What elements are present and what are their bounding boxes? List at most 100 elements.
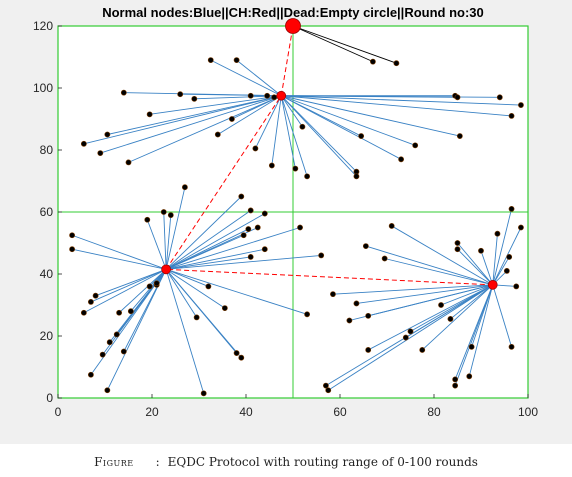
normal-node (503, 267, 510, 274)
normal-node (160, 209, 167, 215)
member-link (454, 284, 494, 386)
normal-node (365, 347, 372, 353)
y-tick-label: 0 (46, 391, 53, 405)
member-link (281, 95, 416, 146)
figure-caption: Figure: EQDC Protocol with routing range … (0, 455, 572, 469)
member-link (450, 284, 494, 320)
member-link (384, 258, 493, 286)
member-link (281, 95, 402, 160)
y-tick-label: 120 (33, 19, 53, 33)
caption-text: EQDC Protocol with routing range of 0-10… (167, 455, 478, 469)
normal-node (452, 376, 459, 383)
normal-node (297, 224, 303, 231)
normal-node (513, 283, 520, 290)
normal-node (228, 116, 235, 122)
member-link (165, 213, 266, 270)
normal-node (167, 212, 174, 218)
normal-node (299, 123, 306, 130)
member-link (71, 234, 167, 270)
normal-node (508, 205, 515, 212)
x-tick-label: 80 (427, 405, 441, 419)
normal-node (466, 373, 473, 380)
y-tick-label: 40 (40, 267, 54, 281)
member-link (149, 95, 282, 115)
normal-node (245, 226, 252, 232)
normal-node (144, 216, 151, 223)
member-link (492, 284, 512, 347)
ch-route-link (165, 95, 282, 270)
normal-node (104, 387, 111, 394)
member-link (165, 268, 226, 309)
member-link (217, 95, 282, 135)
member-link (349, 284, 493, 321)
cluster-head-node (161, 264, 171, 275)
normal-node (353, 173, 360, 180)
normal-node (127, 308, 134, 315)
normal-node (318, 252, 325, 259)
normal-node (398, 156, 404, 163)
member-link (271, 95, 282, 166)
normal-node (454, 246, 461, 253)
normal-node (261, 246, 268, 253)
normal-node (247, 92, 254, 99)
normal-node (238, 193, 245, 200)
member-link (165, 269, 242, 358)
sink-node (285, 18, 301, 34)
normal-node (207, 57, 214, 63)
member-link (107, 95, 282, 135)
member-link (165, 268, 308, 315)
normal-node (508, 343, 515, 350)
normal-node (97, 150, 104, 156)
member-link (90, 268, 167, 303)
normal-node (468, 343, 475, 350)
normal-node (146, 111, 153, 118)
normal-node (496, 94, 503, 101)
normal-node (254, 224, 261, 231)
normal-node (365, 312, 372, 319)
cluster-heads (161, 18, 498, 290)
normal-node (478, 247, 484, 254)
ch-route-link (166, 268, 493, 286)
normal-node (116, 309, 122, 316)
member-link (280, 95, 357, 173)
member-link (83, 268, 167, 314)
normal-node (69, 232, 75, 239)
member-link (280, 95, 357, 177)
normal-node (407, 328, 414, 335)
normal-node (447, 316, 454, 322)
normal-node (80, 309, 87, 316)
normal-node (92, 292, 99, 299)
normal-node (518, 224, 524, 231)
member-link (281, 95, 500, 98)
member-link (163, 211, 167, 270)
normal-node (120, 348, 127, 355)
member-link (95, 268, 167, 297)
member-link (492, 233, 498, 285)
member-link (165, 234, 244, 270)
sink-link (292, 25, 397, 64)
member-link (367, 284, 493, 351)
member-link (468, 284, 494, 377)
member-link (332, 284, 493, 295)
member-link (457, 248, 494, 286)
member-link (165, 269, 198, 318)
normal-node (393, 60, 400, 67)
y-tick-label: 20 (40, 329, 54, 343)
normal-node (125, 159, 132, 166)
member-link (480, 250, 494, 285)
member-link (391, 225, 493, 286)
normal-node (402, 334, 409, 341)
member-link (165, 187, 186, 270)
sink-link (292, 25, 374, 63)
x-tick-label: 40 (239, 405, 253, 419)
normal-node (454, 240, 461, 246)
member-link (254, 95, 282, 149)
y-tick-label: 60 (40, 205, 54, 219)
normal-node (238, 354, 245, 361)
member-link (280, 95, 303, 128)
normal-node (419, 347, 426, 353)
member-link (165, 196, 242, 270)
member-link (118, 269, 167, 314)
x-tick-label: 100 (518, 405, 538, 419)
normal-node (146, 283, 153, 290)
